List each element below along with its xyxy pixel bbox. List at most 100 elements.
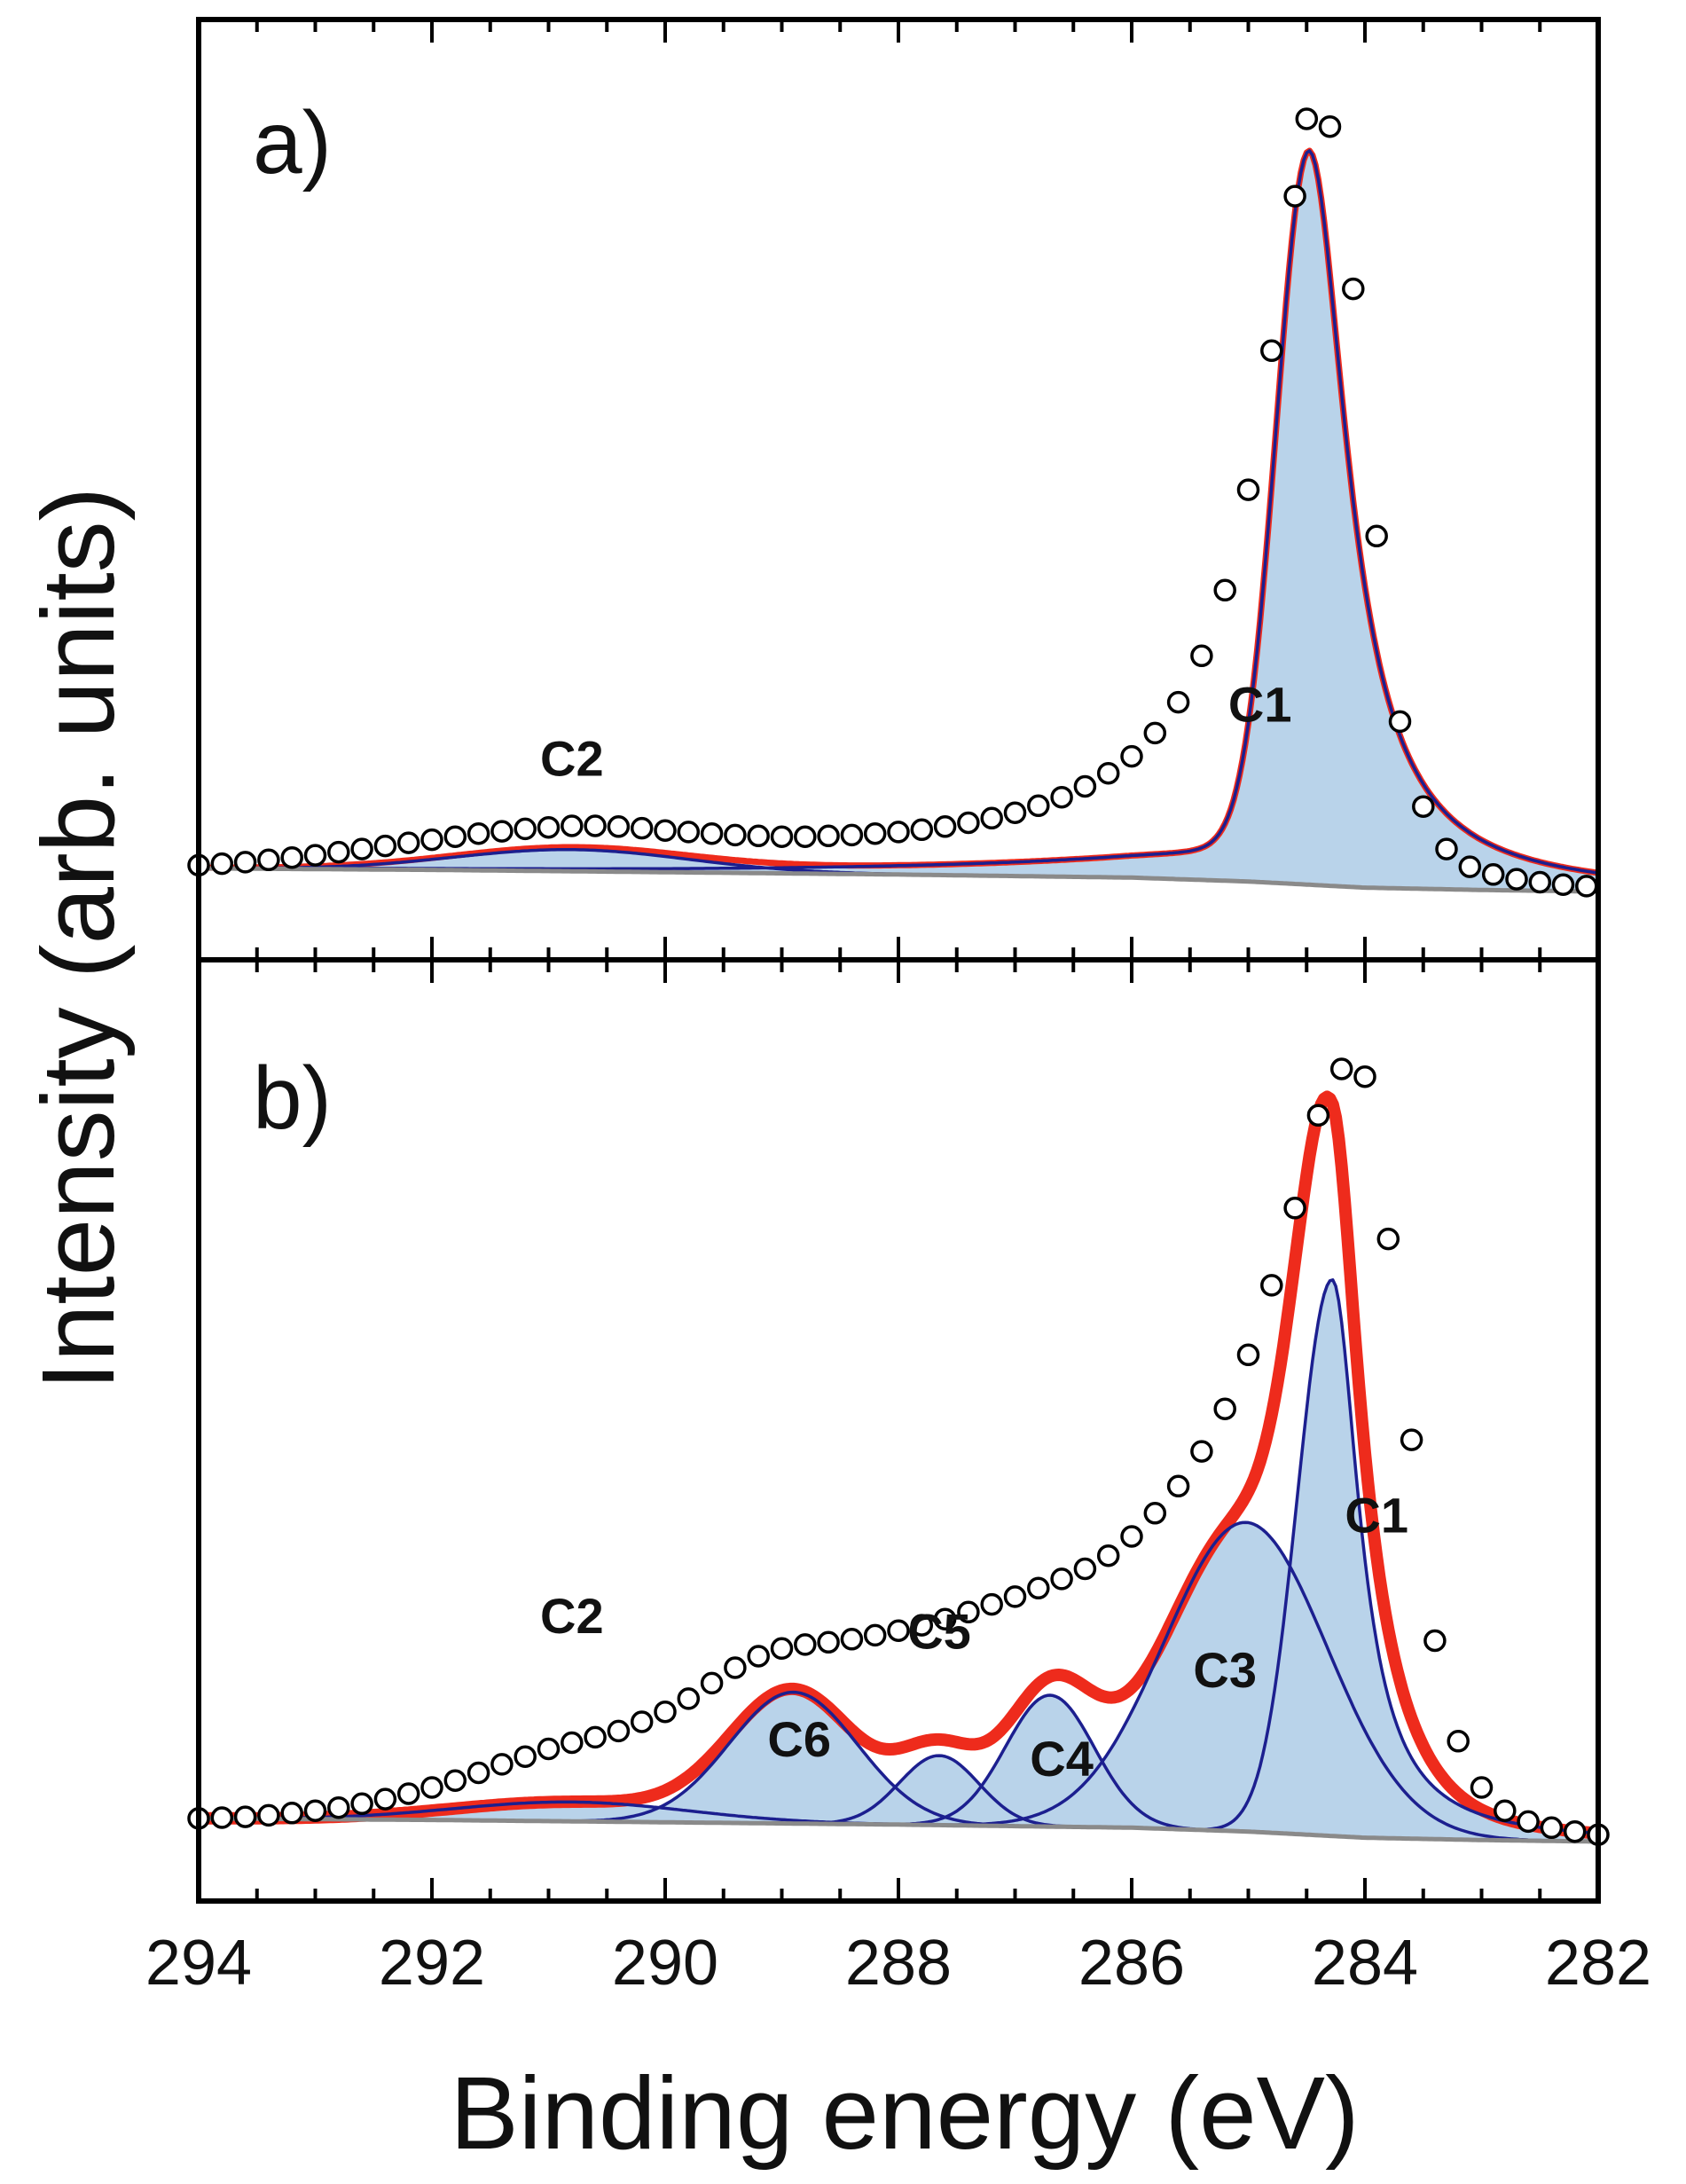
data-point-a — [373, 834, 397, 858]
data-point-b — [607, 1719, 631, 1743]
data-point-a — [443, 825, 467, 848]
data-point-b — [980, 1592, 1003, 1616]
component-label-c3-b: C3 — [1193, 1642, 1257, 1698]
data-point-b — [1540, 1816, 1564, 1840]
data-point-a — [724, 823, 747, 847]
data-point-b — [794, 1633, 817, 1656]
data-point-b — [1050, 1567, 1073, 1591]
data-point-b — [1494, 1799, 1517, 1822]
panel-a: C1 C2 a) — [187, 93, 1599, 898]
data-point-a — [1260, 339, 1283, 363]
data-point-b — [933, 1607, 957, 1630]
data-point-b — [1329, 1057, 1353, 1080]
data-point-b — [210, 1806, 234, 1829]
data-point-b — [1236, 1343, 1260, 1367]
data-point-a — [1050, 785, 1073, 809]
data-point-a — [770, 825, 794, 848]
data-point-a — [910, 818, 934, 842]
data-point-b — [1120, 1525, 1143, 1548]
data-point-b — [420, 1776, 443, 1799]
data-point-b — [257, 1803, 280, 1827]
data-point-a — [350, 837, 373, 860]
data-point-b — [1213, 1397, 1236, 1420]
panel-label-b: b) — [253, 1049, 332, 1148]
data-point-a — [1295, 107, 1319, 130]
data-point-a — [1481, 863, 1505, 886]
component-label-c2-a: C2 — [540, 730, 604, 786]
data-point-a — [1190, 644, 1213, 668]
data-point-a — [396, 831, 420, 854]
data-point-a — [514, 817, 537, 841]
data-point-a — [863, 821, 887, 845]
data-point-b — [490, 1753, 514, 1776]
background-line-b — [199, 1816, 1598, 1844]
data-point-a — [490, 820, 514, 843]
data-point-b — [280, 1802, 303, 1825]
data-point-b — [1143, 1502, 1167, 1525]
component-fill-c2-b — [199, 1802, 1598, 1842]
component-fill-c1-a — [199, 151, 1598, 892]
x-axis-title: Binding energy (eV) — [450, 2055, 1359, 2171]
data-point-b — [1447, 1730, 1470, 1753]
component-fill-c3-b — [199, 1522, 1598, 1842]
data-point-b — [1470, 1776, 1494, 1799]
data-point-a — [1213, 578, 1236, 602]
x-tick-label: 284 — [1312, 1928, 1418, 1999]
data-point-b — [1306, 1104, 1330, 1127]
data-point-b — [1376, 1227, 1400, 1251]
data-point-a — [607, 815, 631, 838]
data-point-a — [257, 848, 280, 872]
data-point-b — [887, 1619, 910, 1642]
data-point-b — [584, 1725, 607, 1749]
data-point-b — [677, 1687, 701, 1710]
data-point-a — [1027, 794, 1050, 818]
data-point-a — [210, 852, 234, 876]
x-tick-label: 294 — [145, 1928, 252, 1999]
data-point-b — [770, 1637, 794, 1661]
data-point-a — [1073, 774, 1097, 798]
data-point-b — [1400, 1428, 1423, 1451]
x-axis: 294 292 290 288 286 284 282 — [145, 20, 1651, 1999]
data-point-a — [584, 814, 607, 837]
data-point-a — [280, 845, 303, 869]
data-point-b — [1003, 1585, 1027, 1608]
data-point-b — [1096, 1544, 1120, 1567]
component-fill-c1-b — [199, 1279, 1598, 1842]
component-fill-c6-b — [199, 1692, 1598, 1842]
data-point-a — [794, 825, 817, 848]
data-point-a — [1528, 870, 1552, 894]
data-point-a — [303, 844, 327, 867]
data-point-a — [561, 814, 584, 837]
data-point-a — [1236, 478, 1260, 501]
x-tick-label: 286 — [1078, 1928, 1185, 1999]
data-point-b — [910, 1614, 934, 1637]
data-point-b — [700, 1671, 724, 1695]
data-point-b — [1353, 1065, 1376, 1088]
data-point-a — [1365, 524, 1388, 548]
x-tick-label: 288 — [845, 1928, 952, 1999]
data-point-a — [1003, 801, 1027, 824]
data-point-b — [514, 1745, 537, 1768]
data-point-a — [1458, 855, 1482, 878]
data-point-b — [1283, 1197, 1306, 1220]
data-point-a — [327, 840, 350, 864]
panel-label-a: a) — [253, 93, 332, 192]
data-point-a — [467, 821, 490, 845]
data-point-a — [1283, 185, 1306, 208]
data-point-b — [1166, 1474, 1190, 1498]
data-point-a — [1342, 277, 1365, 301]
data-point-a — [630, 816, 654, 840]
data-point-b — [1517, 1810, 1540, 1834]
y-axis-title: Intensity (arb. units) — [20, 487, 136, 1391]
component-label-c5-b: C5 — [907, 1603, 971, 1659]
data-point-b — [1027, 1576, 1050, 1600]
component-label-c1-a: C1 — [1228, 676, 1292, 732]
data-point-b — [840, 1628, 864, 1651]
data-point-b — [1260, 1274, 1283, 1297]
component-label-c2-b: C2 — [540, 1588, 604, 1644]
data-point-a — [1120, 744, 1143, 768]
data-point-a — [677, 821, 701, 844]
data-point-b — [654, 1700, 677, 1724]
data-point-b — [373, 1787, 397, 1811]
